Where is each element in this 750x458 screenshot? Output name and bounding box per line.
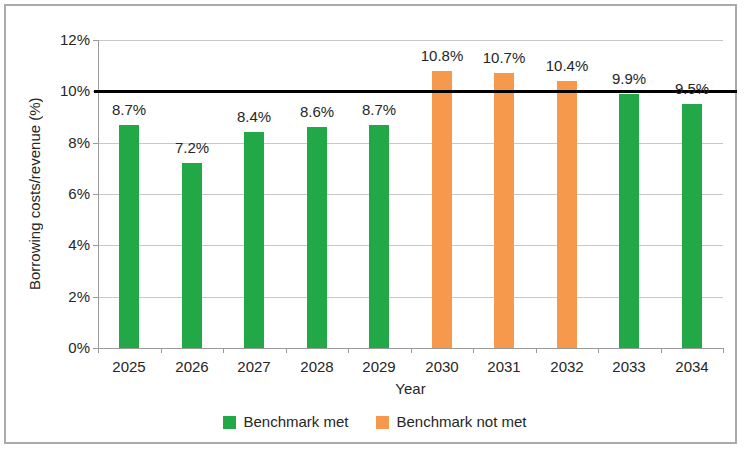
bar-2025 [119,125,139,348]
bar-2033 [619,94,639,348]
bar-2032 [557,81,577,348]
x-tick-mark-1 [161,348,162,353]
y-tick-label-6: 6% [42,185,90,203]
x-tick-mark-4 [348,348,349,353]
legend-swatch-met [223,416,236,429]
x-tick-mark-10 [723,348,724,353]
legend-item-met: Benchmark met [223,413,348,431]
legend-label-met: Benchmark met [243,413,348,431]
bar-label-2031: 10.7% [472,49,536,66]
y-axis-line [98,40,99,349]
x-tick-label-2026: 2026 [160,358,224,376]
bar-2029 [369,125,389,348]
x-axis-title: Year [98,380,723,397]
bar-label-2025: 8.7% [97,101,161,118]
x-tick-label-2027: 2027 [222,358,286,376]
bar-2026 [182,163,202,348]
x-tick-label-2033: 2033 [597,358,661,376]
y-tick-label-10: 10% [42,82,90,100]
legend-item-not_met: Benchmark not met [376,413,526,431]
bar-label-2033: 9.9% [597,70,661,87]
bar-label-2028: 8.6% [285,103,349,120]
y-tick-label-8: 8% [42,134,90,152]
x-tick-mark-5 [411,348,412,353]
x-tick-label-2034: 2034 [660,358,724,376]
y-tick-label-4: 4% [42,236,90,254]
bar-2034 [682,104,702,348]
x-tick-mark-9 [661,348,662,353]
x-tick-mark-3 [286,348,287,353]
benchmark-line [94,90,737,93]
x-tick-mark-0 [98,348,99,353]
bar-2028 [307,127,327,348]
bar-2031 [494,73,514,348]
x-tick-mark-7 [536,348,537,353]
x-tick-mark-2 [223,348,224,353]
bar-label-2034: 9.5% [660,80,724,97]
y-tick-label-2: 2% [42,288,90,306]
chart-figure: Borrowing costs/revenue (%) Year Benchma… [0,0,750,458]
x-tick-mark-8 [598,348,599,353]
legend-swatch-not_met [376,416,389,429]
legend-label-not_met: Benchmark not met [396,413,526,431]
bar-label-2030: 10.8% [410,47,474,64]
legend: Benchmark met Benchmark not met [0,413,750,431]
bar-2030 [432,71,452,348]
y-tick-label-0: 0% [42,339,90,357]
x-tick-label-2028: 2028 [285,358,349,376]
x-tick-label-2029: 2029 [347,358,411,376]
x-tick-label-2032: 2032 [535,358,599,376]
gridline-12 [98,40,723,41]
x-tick-mark-6 [473,348,474,353]
x-tick-label-2031: 2031 [472,358,536,376]
bar-label-2029: 8.7% [347,101,411,118]
x-tick-label-2030: 2030 [410,358,474,376]
x-tick-label-2025: 2025 [97,358,161,376]
y-tick-label-12: 12% [42,31,90,49]
bar-label-2026: 7.2% [160,139,224,156]
bar-label-2032: 10.4% [535,57,599,74]
bar-2027 [244,132,264,348]
bar-label-2027: 8.4% [222,108,286,125]
